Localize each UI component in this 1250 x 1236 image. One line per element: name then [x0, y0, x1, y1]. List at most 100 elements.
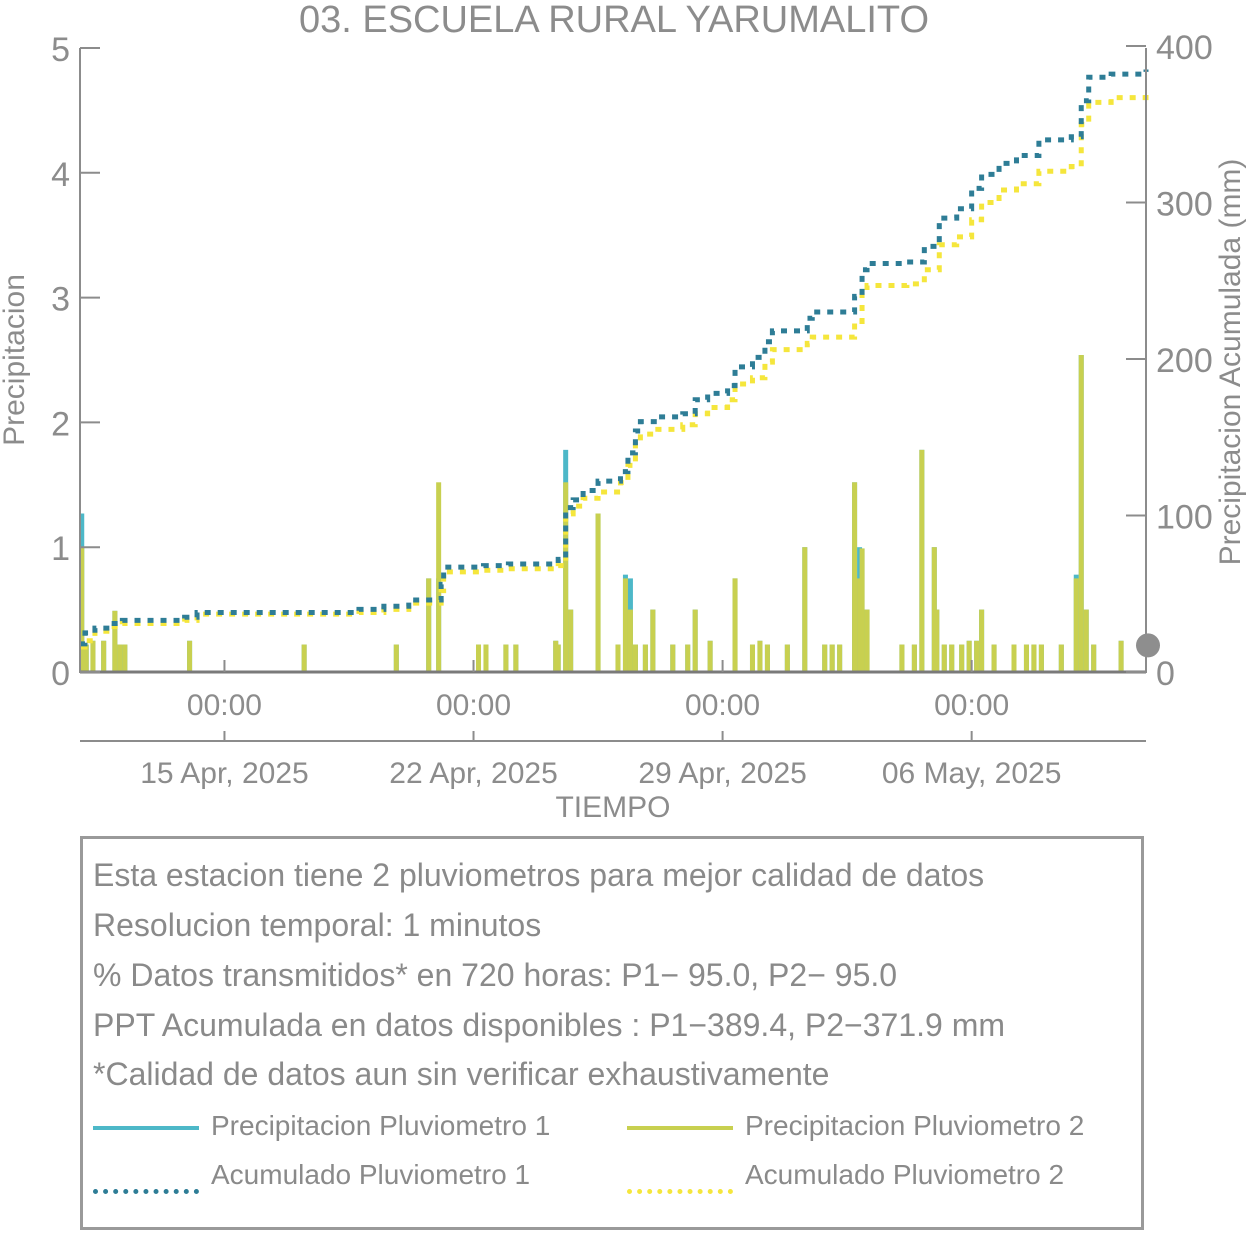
info-panel: Esta estacion tiene 2 pluviometros para … [80, 836, 1144, 1230]
bar-p2 [732, 578, 738, 672]
bar-p2 [615, 644, 621, 672]
bar-p2 [513, 644, 519, 672]
bar-p2 [979, 609, 985, 672]
info-line-resolution: Resolucion temporal: 1 minutos [93, 907, 542, 943]
info-line-stations: Esta estacion tiene 2 pluviometros para … [93, 857, 985, 893]
bar-p2 [1011, 644, 1017, 672]
left-tick-label: 5 [51, 31, 70, 69]
bar-p2 [1023, 644, 1029, 672]
bars-pluviometro-2 [79, 355, 1124, 672]
bar-p2 [1058, 644, 1064, 672]
bar-p2 [859, 548, 865, 672]
left-tick-label: 0 [51, 655, 70, 693]
bar-p2 [117, 644, 123, 672]
x-tick-date-label: 15 Apr, 2025 [140, 757, 309, 790]
x-tick-time-label: 00:00 [187, 689, 262, 722]
bar-p2 [627, 609, 633, 672]
right-tick-label: 100 [1156, 499, 1213, 537]
y-axis-label-right: Precipitacion Acumulada (mm) [1214, 159, 1247, 566]
right-axis-ticks: 0 100 200 300 400 [1126, 29, 1213, 693]
x-tick-time-label: 00:00 [436, 689, 511, 722]
bar-p2 [784, 644, 790, 672]
bar-p2 [483, 644, 489, 672]
info-line-quality: *Calidad de datos aun sin verificar exha… [93, 1056, 830, 1092]
right-tick-label: 400 [1156, 29, 1213, 67]
bar-p2 [670, 644, 676, 672]
left-tick-label: 3 [51, 281, 70, 319]
bar-p2 [941, 644, 947, 672]
bar-p2 [1091, 644, 1097, 672]
bar-p2 [864, 609, 870, 672]
x-axis-ticks: 00:00 15 Apr, 2025 00:00 22 Apr, 2025 00:00 2… [140, 660, 1061, 790]
bar-p2 [1038, 644, 1044, 672]
bar-p2 [79, 547, 85, 672]
info-line-transmitted: % Datos transmitidos* en 720 horas: P1− … [93, 957, 898, 993]
x-tick-time-label: 00:00 [934, 689, 1009, 722]
right-tick-label: 200 [1156, 342, 1213, 380]
bars-pluviometro-1 [79, 355, 1124, 672]
x-tick-date-label: 29 Apr, 2025 [638, 757, 807, 790]
bar-p2 [829, 644, 835, 672]
legend-label-p1-precip: Precipitacion Pluviometro 1 [211, 1110, 551, 1141]
y-axis-label-left: Precipitacion [0, 274, 31, 446]
bar-p2 [685, 644, 691, 672]
bar-p2 [934, 609, 940, 672]
x-tick-date-label: 22 Apr, 2025 [389, 757, 558, 790]
x-tick-time-label: 00:00 [685, 689, 760, 722]
x-tick-date-label: 06 May, 2025 [882, 757, 1062, 790]
bar-p2 [393, 644, 399, 672]
x-axis-label: TIEMPO [555, 791, 670, 824]
bar-p2 [90, 640, 96, 672]
bar-p2 [555, 644, 561, 672]
legend-label-p2-cum: Acumulado Pluviometro 2 [745, 1159, 1065, 1190]
info-line-accumulated: PPT Acumulada en datos disponibles : P1−… [93, 1007, 1005, 1043]
bar-p2 [642, 644, 648, 672]
legend-swatch-p1-cum [93, 1189, 199, 1194]
left-tick-label: 2 [51, 405, 70, 443]
right-tick-label: 300 [1156, 186, 1213, 224]
bar-p2 [919, 449, 925, 672]
bar-p2 [476, 644, 482, 672]
bar-p2 [122, 644, 128, 672]
bar-p2 [802, 547, 808, 672]
legend-swatch-p2-precip [627, 1126, 733, 1130]
bar-p2 [822, 644, 828, 672]
right-tick-label: 0 [1156, 655, 1175, 693]
bar-p2 [1083, 609, 1089, 672]
legend-label-p2-precip: Precipitacion Pluviometro 2 [745, 1110, 1085, 1141]
bar-p2 [1073, 578, 1079, 672]
bar-p2 [1118, 640, 1124, 672]
bar-p2 [764, 644, 770, 672]
cumulative-lines [80, 69, 1149, 650]
bar-p2 [974, 640, 980, 672]
bar-p2 [187, 640, 193, 672]
bar-p2 [301, 644, 307, 672]
bar-p2 [707, 640, 713, 672]
bar-p2 [622, 578, 628, 672]
bar-p2 [959, 644, 965, 672]
left-tick-label: 1 [51, 530, 70, 568]
bar-p2 [568, 609, 574, 672]
left-axis-ticks: 0 1 2 3 4 5 [51, 31, 100, 693]
bar-p2 [563, 482, 569, 672]
bar-p2 [966, 640, 972, 672]
bar-p2 [692, 609, 698, 672]
legend-label-p1-cum: Acumulado Pluviometro 1 [211, 1159, 531, 1190]
chart-axes [79, 48, 1147, 742]
bar-p2 [101, 640, 107, 672]
left-tick-label: 4 [51, 156, 70, 194]
bar-p2 [426, 578, 432, 672]
bar-p2 [852, 482, 858, 672]
precipitation-chart: 03. ESCUELA RURAL YARUMALITO 0 1 2 3 4 5 0 100… [0, 0, 1247, 824]
bar-p2 [757, 640, 763, 672]
bar-p2 [650, 609, 656, 672]
bar-p2 [949, 644, 955, 672]
bar-p2 [899, 644, 905, 672]
legend-swatch-p1-precip [93, 1126, 199, 1130]
cumulative-line-p2 [80, 91, 1149, 650]
bar-p2 [595, 513, 601, 672]
bar-p2 [503, 644, 509, 672]
bar-p2 [837, 644, 843, 672]
bar-p2 [83, 644, 89, 672]
bar-p2 [1078, 355, 1084, 672]
